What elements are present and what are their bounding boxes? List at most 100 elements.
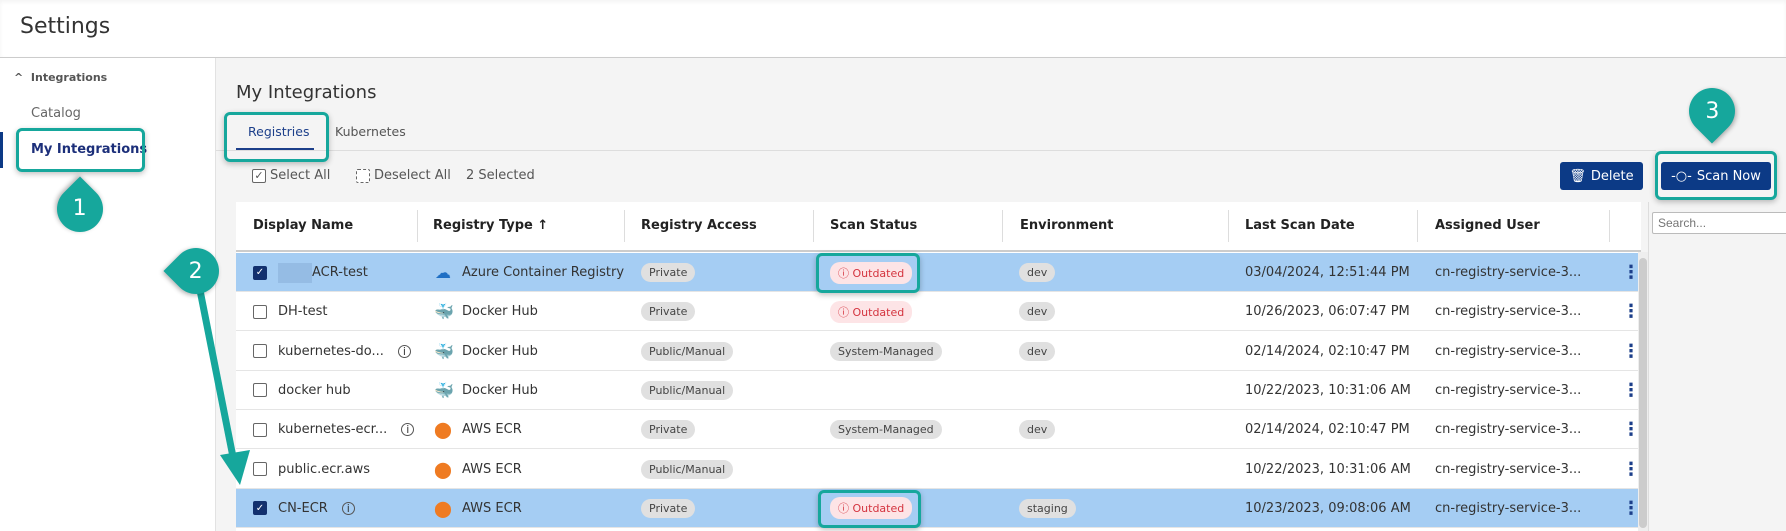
scrollbar-thumb[interactable]	[1639, 258, 1647, 528]
col-separator[interactable]	[417, 210, 418, 242]
scan-now-label: Scan Now	[1696, 168, 1761, 184]
sidebar	[0, 58, 216, 531]
last-scan-date: 02/14/2024, 02:10:47 PM	[1245, 422, 1410, 438]
selected-count: 2 Selected	[466, 168, 535, 183]
deselect-all-button[interactable]: Deselect All	[356, 168, 451, 183]
more-options-icon[interactable]: ⋮	[1622, 301, 1640, 323]
last-scan-date: 02/14/2024, 02:10:47 PM	[1245, 343, 1410, 359]
row-checkbox[interactable]	[253, 462, 267, 476]
scan-status-badge: ⓘ Outdated	[830, 497, 913, 520]
col-last-scan-date[interactable]: Last Scan Date	[1245, 218, 1355, 233]
select-all-button[interactable]: ✓ Select All	[252, 168, 330, 183]
col-separator[interactable]	[1609, 210, 1610, 242]
highlight-my-integrations	[16, 128, 145, 172]
highlight-outdated-row1	[816, 253, 920, 293]
col-registry-access[interactable]: Registry Access	[641, 218, 757, 233]
assigned-user: cn-registry-service-3...	[1435, 343, 1582, 359]
page-title: Settings	[20, 14, 111, 39]
table-row[interactable]: public.ecr.aws ⬤ AWS ECR Public/Manual 10/22…	[236, 449, 1641, 489]
highlight-registries-tab	[224, 112, 329, 162]
last-scan-date: 10/22/2023, 10:31:06 AM	[1245, 382, 1411, 398]
trash-icon: 🗑	[1569, 168, 1586, 184]
alert-circle-icon: ⓘ	[838, 502, 853, 516]
table-row[interactable]: kubernetes-ecr... i ⬤ AWS ECR Private System-…	[236, 410, 1641, 450]
marker-1-label: 1	[73, 196, 87, 222]
scan-status-badge: ⓘ Outdated	[830, 261, 913, 284]
table-row[interactable]: DH-test 🐳 Docker Hub Private ⓘ Outdated dev 10…	[236, 292, 1641, 332]
more-options-icon[interactable]: ⋮	[1622, 497, 1640, 519]
access-badge: Private	[641, 498, 696, 518]
environment-badge: dev	[1019, 263, 1056, 282]
scan-status-badge: System-Managed	[830, 341, 942, 361]
registry-type: AWS ECR	[462, 500, 522, 516]
environment-badge: staging	[1019, 498, 1076, 518]
more-options-icon[interactable]: ⋮	[1622, 458, 1640, 480]
table-row[interactable]: ✓ ACR-test ☁ Azure Container Registry Privat…	[236, 253, 1641, 292]
registry-type: Azure Container Registry	[462, 265, 625, 280]
tab-registries[interactable]: Registries	[248, 124, 310, 139]
display-name: ACR-test	[312, 265, 368, 280]
more-options-icon[interactable]: ⋮	[1622, 262, 1640, 283]
access-badge: Private	[641, 263, 696, 282]
col-display-name[interactable]: Display Name	[253, 218, 354, 233]
more-options-icon[interactable]: ⋮	[1622, 340, 1640, 362]
col-assigned-user[interactable]: Assigned User	[1435, 218, 1540, 233]
row-checkbox[interactable]: ✓	[253, 265, 267, 280]
col-separator[interactable]	[1228, 210, 1229, 242]
scan-status-text: Outdated	[852, 502, 905, 516]
delete-button[interactable]: 🗑 Delete	[1560, 162, 1643, 190]
docker-icon: 🐳	[434, 341, 454, 361]
scan-status-text: System-Managed	[838, 344, 934, 358]
col-separator[interactable]	[1417, 210, 1418, 242]
col-scan-status[interactable]: Scan Status	[830, 218, 918, 233]
col-registry-type[interactable]: Registry Type ↑	[433, 218, 548, 233]
sidebar-group-integrations[interactable]: ^ Integrations	[14, 71, 107, 84]
assigned-user: cn-registry-service-3...	[1435, 382, 1582, 398]
content-title: My Integrations	[236, 82, 377, 103]
alert-circle-icon: ⓘ	[838, 305, 853, 319]
sidebar-item-my-integrations[interactable]: My Integrations	[31, 142, 148, 157]
last-scan-date: 03/04/2024, 12:51:44 PM	[1245, 265, 1410, 280]
docker-icon: 🐳	[434, 380, 454, 400]
row-checkbox[interactable]	[253, 383, 267, 398]
scan-status-text: Outdated	[852, 305, 905, 319]
environment-badge: dev	[1019, 341, 1056, 361]
more-options-icon[interactable]: ⋮	[1622, 379, 1640, 401]
access-badge: Private	[641, 420, 696, 440]
col-separator[interactable]	[624, 210, 625, 242]
table-row[interactable]: docker hub 🐳 Docker Hub Public/Manual 10/22/…	[236, 370, 1641, 410]
tab-kubernetes[interactable]: Kubernetes	[335, 124, 406, 139]
row-checkbox[interactable]	[253, 422, 267, 437]
active-indicator	[0, 132, 3, 168]
registry-type: Docker Hub	[462, 304, 538, 320]
sidebar-item-catalog[interactable]: Catalog	[31, 106, 81, 121]
scan-status-badge: System-Managed	[830, 420, 942, 440]
col-separator[interactable]	[1002, 210, 1003, 242]
display-name: kubernetes-ecr...	[278, 422, 388, 438]
access-badge: Public/Manual	[641, 341, 734, 361]
col-environment[interactable]: Environment	[1020, 218, 1114, 233]
display-name: public.ecr.aws	[278, 461, 371, 477]
sort-arrow-up-icon: ↑	[537, 218, 549, 233]
highlight-outdated-row7	[818, 490, 921, 528]
assigned-user: cn-registry-service-3...	[1435, 265, 1582, 280]
table-row[interactable]: ✓ CN-ECR i ⬤ AWS ECR Private ⓘ Outdated staging…	[236, 488, 1641, 528]
row-checkbox[interactable]	[253, 304, 267, 319]
info-icon[interactable]: i	[401, 423, 415, 437]
environment-badge: dev	[1019, 302, 1056, 322]
col-separator[interactable]	[813, 210, 814, 242]
table-row[interactable]: kubernetes-do... i 🐳 Docker Hub Public/Manua…	[236, 331, 1641, 371]
more-options-icon[interactable]: ⋮	[1622, 419, 1640, 441]
header-divider	[236, 250, 1641, 252]
row-checkbox[interactable]: ✓	[253, 501, 267, 516]
row-checkbox[interactable]	[253, 344, 267, 359]
search-input[interactable]	[1652, 212, 1786, 234]
environment-badge: dev	[1019, 420, 1056, 440]
aws-ecr-icon: ⬤	[434, 498, 452, 518]
aws-ecr-icon: ⬤	[434, 420, 452, 440]
info-icon[interactable]: i	[341, 501, 355, 515]
scan-now-button[interactable]: -○- Scan Now	[1661, 162, 1771, 190]
access-badge: Public/Manual	[641, 380, 734, 400]
info-icon[interactable]: i	[397, 344, 411, 358]
filter-panel	[1648, 202, 1786, 531]
